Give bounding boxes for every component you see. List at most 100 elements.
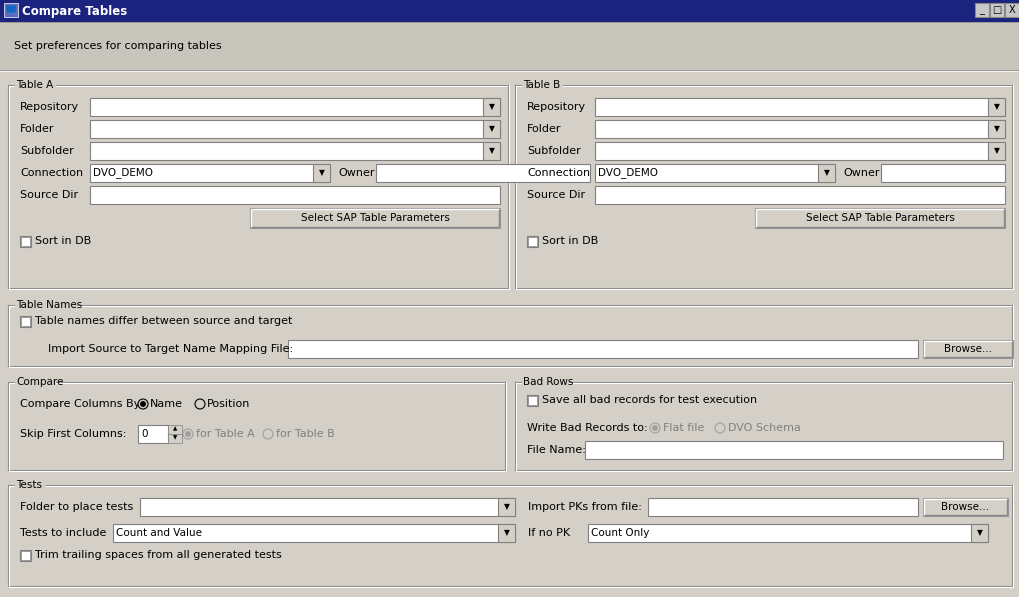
Text: Position: Position — [207, 399, 250, 409]
Text: Connection: Connection — [20, 168, 83, 178]
Text: Count and Value: Count and Value — [116, 528, 202, 538]
Bar — [20, 236, 31, 247]
Bar — [594, 120, 1004, 138]
Bar — [140, 498, 515, 516]
Bar — [594, 142, 1004, 160]
Text: If no PK: If no PK — [528, 528, 570, 538]
Circle shape — [263, 429, 273, 439]
Bar — [987, 142, 1004, 160]
Circle shape — [185, 432, 191, 436]
Bar — [21, 551, 30, 560]
Text: Compare Columns By:: Compare Columns By: — [20, 399, 143, 409]
Text: Table names differ between source and target: Table names differ between source and ta… — [35, 316, 292, 326]
Bar — [168, 425, 181, 434]
Bar — [987, 120, 1004, 138]
Text: Set preferences for comparing tables: Set preferences for comparing tables — [14, 41, 221, 51]
Bar — [594, 98, 1004, 116]
Text: Import Source to Target Name Mapping File:: Import Source to Target Name Mapping Fil… — [48, 344, 292, 354]
Bar — [970, 524, 987, 542]
Bar — [20, 550, 31, 561]
Circle shape — [182, 429, 193, 439]
Bar — [250, 208, 499, 228]
Bar — [483, 142, 499, 160]
Text: DVO_DEMO: DVO_DEMO — [597, 168, 657, 179]
Text: ▼: ▼ — [975, 528, 981, 537]
Bar — [528, 237, 536, 246]
Text: Repository: Repository — [527, 102, 586, 112]
Text: Count Only: Count Only — [590, 528, 649, 538]
Text: Skip First Columns:: Skip First Columns: — [20, 429, 126, 439]
Text: Table Names: Table Names — [16, 300, 83, 310]
Bar — [313, 164, 330, 182]
Bar — [1004, 3, 1018, 17]
Circle shape — [141, 402, 145, 406]
Text: _: _ — [978, 5, 983, 15]
Bar — [497, 498, 515, 516]
Text: DVO Schema: DVO Schema — [728, 423, 800, 433]
Text: Compare: Compare — [16, 377, 63, 387]
Bar — [20, 316, 31, 327]
Text: Select SAP Table Parameters: Select SAP Table Parameters — [301, 213, 449, 223]
Bar — [90, 186, 499, 204]
Text: ▼: ▼ — [503, 528, 508, 537]
Text: ▼: ▼ — [318, 168, 324, 177]
Circle shape — [652, 426, 656, 430]
Text: Folder: Folder — [20, 124, 54, 134]
Bar — [817, 164, 835, 182]
Text: ▼: ▼ — [172, 435, 177, 441]
Text: ▼: ▼ — [822, 168, 828, 177]
Text: Browse...: Browse... — [941, 502, 988, 512]
Text: Sort in DB: Sort in DB — [541, 236, 598, 246]
Text: Write Bad Records to:: Write Bad Records to: — [527, 423, 647, 433]
Bar — [4, 3, 18, 17]
Bar — [594, 164, 835, 182]
Text: Compare Tables: Compare Tables — [22, 5, 127, 17]
Text: 0: 0 — [141, 429, 148, 439]
Bar — [974, 3, 988, 17]
Text: Select SAP Table Parameters: Select SAP Table Parameters — [805, 213, 954, 223]
Text: ▼: ▼ — [993, 103, 999, 112]
Bar — [987, 98, 1004, 116]
Bar — [0, 22, 1019, 70]
Bar — [138, 425, 168, 443]
Text: Browse...: Browse... — [943, 344, 991, 354]
Text: for Table B: for Table B — [276, 429, 334, 439]
Bar — [527, 395, 537, 406]
Text: Source Dir: Source Dir — [20, 190, 78, 200]
Bar — [585, 441, 1002, 459]
Bar — [989, 3, 1003, 17]
Text: Connection: Connection — [527, 168, 590, 178]
Bar — [0, 0, 1019, 22]
Text: Name: Name — [150, 399, 182, 409]
Bar — [90, 120, 499, 138]
Bar — [90, 142, 499, 160]
Text: Folder to place tests: Folder to place tests — [20, 502, 133, 512]
Bar — [90, 98, 499, 116]
Text: Subfolder: Subfolder — [527, 146, 580, 156]
Circle shape — [138, 399, 148, 409]
Bar — [287, 340, 917, 358]
Text: Subfolder: Subfolder — [20, 146, 73, 156]
Text: ▼: ▼ — [993, 125, 999, 134]
Text: ▲: ▲ — [172, 426, 177, 432]
Text: Save all bad records for test execution: Save all bad records for test execution — [541, 395, 756, 405]
Text: Bad Rows: Bad Rows — [523, 377, 573, 387]
Text: for Table A: for Table A — [196, 429, 255, 439]
Bar — [483, 120, 499, 138]
Bar — [483, 98, 499, 116]
Text: Owner: Owner — [842, 168, 878, 178]
Bar — [754, 208, 1004, 228]
Text: ▼: ▼ — [488, 103, 494, 112]
Bar — [21, 237, 30, 246]
Bar — [113, 524, 515, 542]
Bar — [90, 164, 330, 182]
Text: Tests: Tests — [16, 480, 42, 490]
Circle shape — [195, 399, 205, 409]
Text: □: □ — [991, 5, 1001, 15]
Text: Import PKs from file:: Import PKs from file: — [528, 502, 641, 512]
Text: File Name:: File Name: — [527, 445, 585, 455]
Text: Source Dir: Source Dir — [527, 190, 585, 200]
Text: ▼: ▼ — [488, 146, 494, 155]
Text: X: X — [1008, 5, 1014, 15]
Bar — [922, 340, 1012, 358]
